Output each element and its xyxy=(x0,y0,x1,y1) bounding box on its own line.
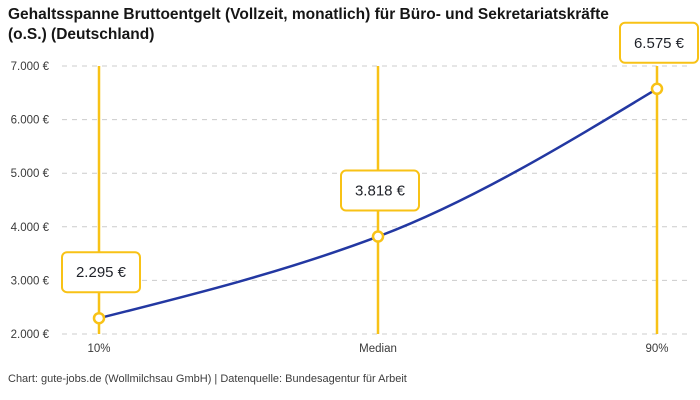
value-label: 6.575 € xyxy=(634,35,685,52)
y-axis-tick-label: 3.000 € xyxy=(11,275,50,287)
value-label: 3.818 € xyxy=(355,183,406,200)
data-point-marker-90%[interactable] xyxy=(650,82,664,96)
x-axis-tick-label: Median xyxy=(359,343,397,355)
y-axis-tick-label: 6.000 € xyxy=(11,115,50,127)
x-axis-tick-label: 90% xyxy=(645,343,668,355)
data-point-marker-10%[interactable] xyxy=(92,311,106,325)
value-label-box-Median xyxy=(340,169,420,212)
y-axis-tick-label: 7.000 € xyxy=(11,61,50,73)
chart-title-line2: (o.S.) (Deutschland) xyxy=(8,26,155,43)
chart-title: Gehaltsspanne Bruttoentgelt (Vollzeit, m… xyxy=(8,5,609,45)
data-point-marker-Median[interactable] xyxy=(371,230,385,243)
y-axis-tick-label: 5.000 € xyxy=(11,168,50,180)
y-axis-tick-label: 2.000 € xyxy=(11,329,50,341)
y-axis-tick-label: 4.000 € xyxy=(11,222,50,234)
chart-title-line1: Gehaltsspanne Bruttoentgelt (Vollzeit, m… xyxy=(8,6,609,23)
value-label-box-10% xyxy=(61,251,141,294)
x-axis-tick-label: 10% xyxy=(87,343,110,355)
value-label: 2.295 € xyxy=(76,264,127,281)
footer-credit: Chart: gute-jobs.de (Wollmilchsau GmbH) … xyxy=(8,373,407,385)
value-label-box-90% xyxy=(619,21,699,64)
